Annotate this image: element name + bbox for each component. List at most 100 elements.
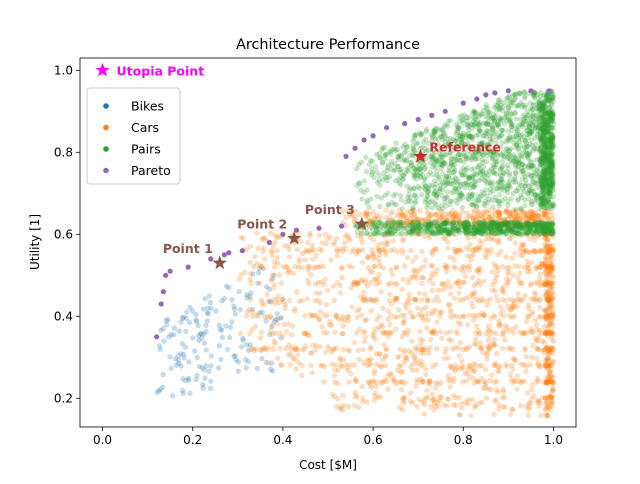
cars-point <box>492 264 499 270</box>
bikes-point <box>243 365 249 371</box>
cars-point <box>549 252 555 258</box>
cars-point <box>415 305 421 311</box>
cars-point <box>333 403 340 410</box>
cars-point <box>274 355 281 361</box>
cars-point <box>449 215 456 221</box>
bikes-point <box>231 303 237 310</box>
cars-point <box>544 379 551 385</box>
legend-marker-pairs <box>103 146 109 152</box>
cars-point <box>391 246 397 253</box>
cars-point <box>317 290 323 296</box>
cars-point <box>545 248 551 254</box>
cars-point <box>325 343 331 350</box>
pairs-point <box>495 97 502 104</box>
cars-point <box>471 368 477 374</box>
cars-point <box>543 256 549 263</box>
cars-point <box>547 254 554 260</box>
cars-point <box>368 297 375 303</box>
cars-point <box>426 379 432 385</box>
cars-point <box>315 264 322 271</box>
cars-point <box>385 330 392 336</box>
cars-point <box>492 362 498 368</box>
cars-point <box>548 315 555 321</box>
pareto-point <box>343 153 349 159</box>
cars-point <box>550 345 556 351</box>
cars-point <box>286 321 292 327</box>
cars-point <box>502 361 509 368</box>
cars-point <box>469 300 475 306</box>
pairs-point <box>364 200 370 206</box>
cars-point <box>542 345 549 351</box>
pairs-point <box>486 221 492 227</box>
pairs-point <box>505 128 511 134</box>
cars-point <box>275 293 282 299</box>
cars-point <box>491 261 497 267</box>
cars-point <box>308 363 314 369</box>
bikes-point <box>185 375 192 381</box>
pairs-point <box>406 187 413 193</box>
cars-point <box>389 230 395 237</box>
cars-point <box>537 364 543 370</box>
cars-point <box>428 262 434 269</box>
cars-point <box>539 347 546 354</box>
pairs-point <box>538 174 544 180</box>
pairs-point <box>410 170 417 176</box>
cars-point <box>330 283 337 289</box>
pairs-point <box>485 229 492 235</box>
cars-point <box>549 265 556 271</box>
cars-point <box>296 360 302 366</box>
cars-point <box>542 269 548 276</box>
cars-point <box>464 232 470 238</box>
cars-point <box>419 379 426 385</box>
pairs-point <box>468 181 474 187</box>
bikes-point <box>196 338 202 344</box>
cars-point <box>414 403 420 410</box>
cars-point <box>346 235 352 241</box>
cars-point <box>476 379 482 385</box>
cars-point <box>519 280 525 286</box>
pareto-point <box>280 231 286 237</box>
cars-point <box>275 260 281 266</box>
cars-point <box>313 347 319 353</box>
bikes-point <box>200 385 206 391</box>
pairs-point <box>458 171 465 177</box>
cars-point <box>413 297 419 303</box>
pairs-point <box>504 162 511 168</box>
pairs-point <box>548 110 554 117</box>
cars-point <box>351 279 357 285</box>
cars-point <box>546 249 552 256</box>
cars-point <box>321 364 328 370</box>
pairs-point <box>513 142 520 148</box>
cars-point <box>491 312 497 318</box>
cars-point <box>545 329 551 335</box>
cars-point <box>451 378 457 385</box>
cars-point <box>542 246 548 252</box>
bikes-point <box>199 335 205 341</box>
cars-point <box>482 252 489 258</box>
pareto-point <box>546 88 552 94</box>
pairs-point <box>437 223 444 229</box>
cars-point <box>410 367 416 373</box>
cars-point <box>390 238 396 244</box>
bikes-point <box>255 270 262 276</box>
pareto-point <box>239 248 245 254</box>
cars-point <box>402 301 408 308</box>
data-points-layer <box>154 88 557 419</box>
cars-point <box>547 298 553 304</box>
cars-point <box>316 232 323 239</box>
cars-point <box>470 251 477 258</box>
cars-point <box>381 377 388 383</box>
cars-point <box>493 360 499 367</box>
pareto-point <box>154 334 160 340</box>
bikes-point <box>187 390 193 397</box>
bikes-point <box>203 322 209 329</box>
bikes-point <box>244 292 250 298</box>
cars-point <box>433 245 439 252</box>
cars-point <box>316 317 322 323</box>
cars-point <box>536 403 542 409</box>
cars-point <box>319 324 325 330</box>
cars-point <box>547 368 553 375</box>
pairs-point <box>487 186 494 192</box>
cars-point <box>368 346 374 352</box>
cars-point <box>425 394 431 400</box>
